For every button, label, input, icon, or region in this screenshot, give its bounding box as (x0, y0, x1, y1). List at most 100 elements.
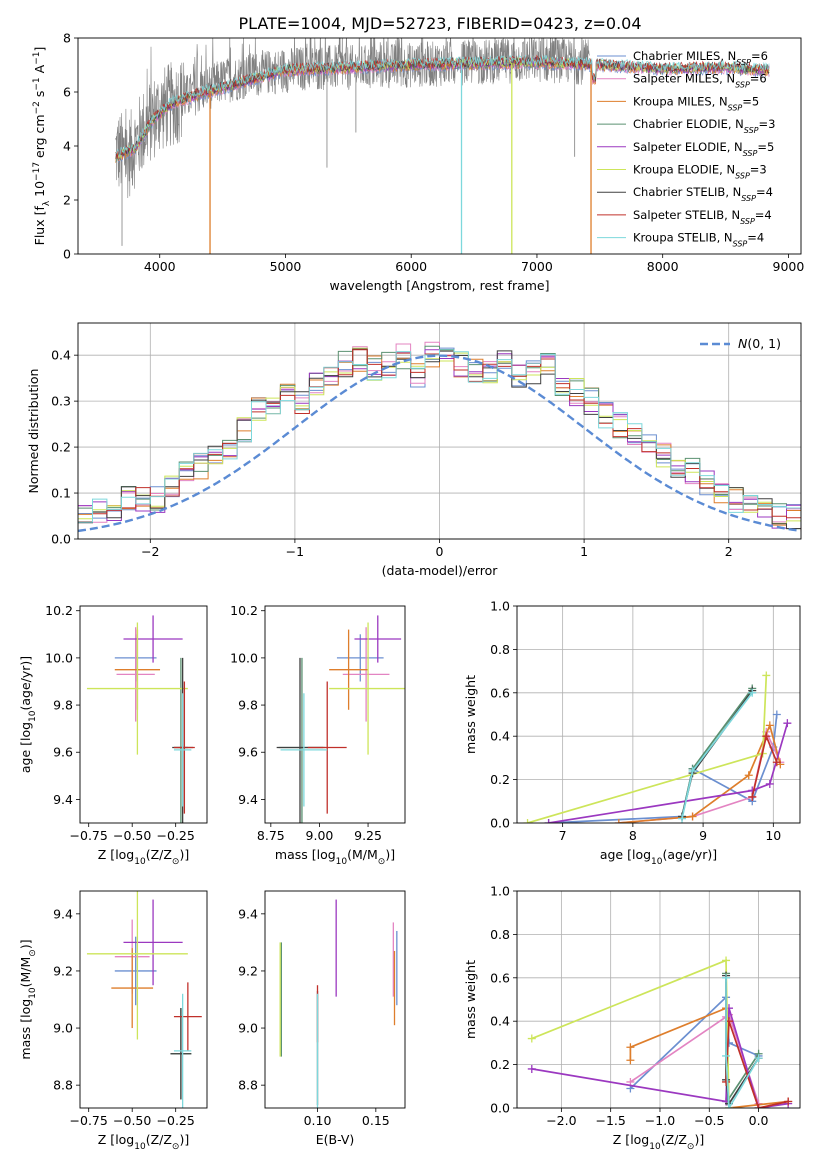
plot-age-vs-Z (86, 615, 195, 823)
plot-spectrum (115, 38, 770, 254)
x-tick-label: 0.10 (304, 1113, 332, 1128)
legend-spectrum: Chabrier MILES, NSSP=6 Salpeter MILES, NS… (597, 49, 775, 248)
x-tick-label: 7 (559, 828, 567, 843)
plot-area: 4000 5000 6000 7000 8000 9000 0 2 4 6 8 wavelength … (18, 31, 804, 1153)
errorbar-point (123, 899, 183, 986)
plot-mass-weight-vs-Z (527, 956, 793, 1108)
y-tick-label: 9.6 (238, 745, 258, 760)
mass-weight-marker (748, 688, 757, 697)
mass-weight-marker (614, 819, 623, 823)
errorbar-point (114, 936, 157, 1006)
errorbar-point (336, 634, 384, 682)
x-axis-label: Z [log10(Z/Z⊙)] (98, 1132, 189, 1152)
residual-histogram (78, 349, 801, 527)
axes-mass-vs-ebv: 0.10 0.15 8.8 9.0 9.2 9.4 E(B-V) (238, 890, 406, 1147)
y-tick-label: 0.0 (490, 1101, 510, 1116)
x-axis-label: Z [log10(Z/Z⊙)] (613, 1132, 704, 1152)
mass-weight-marker (765, 721, 774, 730)
y-tick-label: 0.0 (490, 816, 510, 831)
errorbar-point (342, 627, 390, 722)
y-tick-label: 0.3 (51, 394, 71, 409)
y-tick-label: 10.0 (45, 650, 73, 665)
errorbar-point (173, 993, 192, 1108)
x-axis-label: wavelength [Angstrom, rest frame] (329, 278, 549, 293)
x-tick-label: 1 (580, 544, 588, 559)
errorbar-point (329, 622, 405, 755)
y-tick-label: 4 (63, 139, 71, 154)
figure-title: PLATE=1004, MJD=52723, FIBERID=0423, z=0… (238, 14, 641, 33)
x-tick-label: −0.25 (157, 1113, 195, 1128)
y-tick-label: 0.2 (490, 772, 510, 787)
axes-residuals: −2 −1 0 1 2 0.0 0.1 0.2 0.3 0.4 (data-model)/error… (26, 322, 802, 578)
axes-mass-vs-Z: −0.75 −0.50 −0.25 8.8 9.0 9.2 9.4 Z [log10(Z/Z⊙… (18, 890, 208, 1152)
legend-residuals: N(0, 1) (700, 336, 781, 351)
x-tick-label: 8000 (647, 259, 679, 274)
y-tick-label: 10.2 (230, 603, 258, 618)
errorbar-point (86, 622, 188, 755)
y-tick-label: 9.6 (53, 745, 73, 760)
y-tick-label: 0.4 (51, 348, 71, 363)
x-tick-label: −0.75 (70, 828, 108, 843)
y-tick-label: 0.1 (51, 486, 71, 501)
mass-weight-marker (678, 814, 687, 823)
legend-entry-label: Chabrier STELIB, NSSP=4 (633, 185, 773, 203)
mass-weight-marker (688, 812, 697, 821)
x-axis-label: age [log10(age/yr)] (600, 847, 717, 867)
plot-mass-vs-ebv (279, 899, 398, 1108)
y-tick-label: 0.2 (490, 1057, 510, 1072)
y-tick-label: 0.6 (490, 685, 510, 700)
mass-weight-marker (626, 1043, 635, 1052)
x-tick-label: 0 (436, 544, 444, 559)
y-tick-label: 9.4 (238, 906, 258, 921)
legend-entry-label: N(0, 1) (738, 336, 781, 351)
y-tick-label: 0 (63, 247, 71, 262)
mass-weight-marker (722, 1051, 731, 1060)
mass-weight-marker (754, 1054, 763, 1063)
x-tick-label: 0.0 (749, 1113, 769, 1128)
mass-weight-marker (722, 1077, 731, 1086)
legend-entry-label: Kroupa STELIB, NSSP=4 (633, 231, 764, 249)
x-tick-label: −0.50 (113, 828, 151, 843)
y-tick-label: 0.2 (51, 440, 71, 455)
legend-entry-label: Chabrier ELODIE, NSSP=3 (633, 117, 775, 135)
y-tick-label: 2 (63, 193, 71, 208)
axes-frame (79, 890, 208, 1109)
errorbar-point (329, 629, 369, 710)
y-axis-label: mass weight (463, 960, 478, 1039)
axes-mass-weight-vs-Z: −2.0 −1.5 −1.0 −0.5 0.0 0.0 0.2 0.4 0.6 0.8 1.0 Z [… (463, 884, 801, 1152)
x-tick-label: 7000 (521, 259, 553, 274)
x-tick-label: 4000 (144, 259, 176, 274)
y-tick-label: 1.0 (490, 599, 510, 614)
y-tick-label: 9.2 (238, 963, 258, 978)
x-axis-label: mass [log10(M/M⊙)] (275, 847, 395, 867)
axes-frame (77, 322, 802, 540)
x-tick-label: 8 (629, 828, 637, 843)
y-tick-label: 0.4 (490, 729, 510, 744)
legend-entry-label: Salpeter ELODIE, NSSP=5 (633, 140, 774, 158)
legend-entry-label: Kroupa MILES, NSSP=5 (633, 94, 759, 112)
x-tick-label: 9.25 (354, 828, 382, 843)
axes-frame (77, 37, 802, 255)
observed-spectrum-line (115, 38, 590, 199)
mass-weight-marker (523, 819, 532, 823)
errorbar-point (116, 627, 155, 722)
axes-frame (516, 605, 801, 824)
x-tick-label: −0.25 (157, 828, 195, 843)
axes-frame (79, 605, 208, 824)
errorbar-point (307, 681, 347, 814)
y-tick-label: 9.0 (238, 1021, 258, 1036)
legend-entry-label: Salpeter MILES, NSSP=6 (633, 72, 767, 90)
x-tick-label: 6000 (395, 259, 427, 274)
axes-frame (516, 890, 801, 1109)
mass-weight-line (725, 1020, 789, 1108)
axes-mass-weight-vs-age: 7 8 9 10 0.0 0.2 0.4 0.6 0.8 1.0 age [log10(age/yr… (463, 599, 801, 867)
errorbar-point (123, 615, 183, 663)
x-tick-label: 10 (765, 828, 781, 843)
y-tick-label: 8 (63, 31, 71, 46)
plot-mass-vs-Z (86, 891, 202, 1108)
errorbar-point (173, 693, 192, 807)
x-tick-label: 9 (699, 828, 707, 843)
axes-frame (264, 605, 406, 824)
mass-weight-marker (772, 758, 781, 767)
errorbar-point (173, 681, 195, 814)
